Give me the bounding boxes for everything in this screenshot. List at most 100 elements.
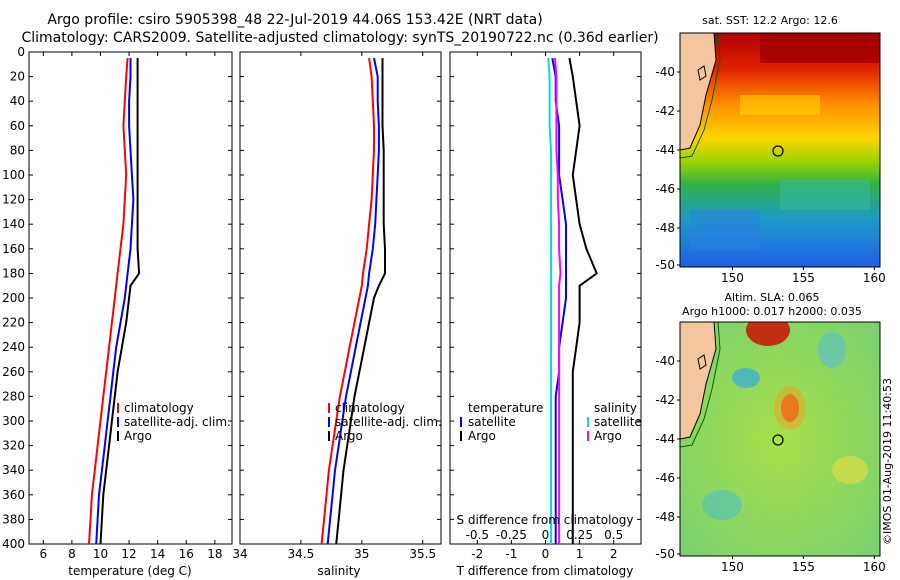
sdiff-tick-label: 0.25 <box>566 528 593 542</box>
difference-legend: temperature satellite Argo salinity sate… <box>460 401 642 443</box>
x-tick-label: 6 <box>39 547 47 561</box>
depth-tick-label: 400 <box>2 537 25 551</box>
lat-tick-label: -48 <box>655 510 675 524</box>
lat-tick-label: -50 <box>655 258 675 272</box>
x-tick-label: 34 <box>232 547 247 561</box>
lon-tick-label: 160 <box>863 560 886 574</box>
lat-tick-label: -42 <box>655 104 675 118</box>
sdiff-satellite-series <box>547 58 552 544</box>
header-line2: Climatology: CARS2009. Satellite-adjuste… <box>21 30 658 46</box>
temperature-series-2 <box>99 58 141 545</box>
lon-tick-label: 150 <box>721 560 744 574</box>
header-line1: Argo profile: csiro 5905398_48 22-Jul-20… <box>47 12 542 28</box>
lon-tick-label: 155 <box>792 560 815 574</box>
salinity-series-2 <box>335 58 386 545</box>
lat-tick-label: -50 <box>655 547 675 561</box>
lat-tick-label: -40 <box>655 354 675 368</box>
x-tick-label: 1 <box>576 547 584 561</box>
x-tick-label: 8 <box>68 547 76 561</box>
depth-tick-label: 380 <box>2 512 25 526</box>
depth-tick-label: 20 <box>10 70 25 84</box>
legend-temp-satellite: satellite <box>468 415 516 429</box>
depth-tick-label: 260 <box>2 365 25 379</box>
temperature-series-1 <box>95 58 135 545</box>
depth-tick-label: 40 <box>10 94 25 108</box>
legend-temp-argo: Argo <box>468 429 496 443</box>
lat-tick-label: -42 <box>655 393 675 407</box>
sla-map-axes: -40 -42 -44 -46 -48 -50 150 155 160 <box>655 354 885 574</box>
depth-tick-label: 160 <box>2 242 25 256</box>
depth-tick-label: 0 <box>17 45 25 59</box>
lat-tick-label: -44 <box>655 432 675 446</box>
depth-tick-label: 300 <box>2 414 25 428</box>
depth-tick-label: 200 <box>2 291 25 305</box>
sdiff-argo-series <box>554 58 562 544</box>
depth-tick-label: 140 <box>2 217 25 231</box>
sst-map-axes: -40 -42 -44 -46 -48 -50 150 155 160 <box>655 65 885 285</box>
sst-map <box>680 33 880 267</box>
sst-float-marker <box>772 145 784 157</box>
legend-salinity-heading: salinity <box>594 401 637 415</box>
lon-tick-label: 150 <box>721 271 744 285</box>
depth-tick-label: 60 <box>10 119 25 133</box>
x-tick-label: 34.5 <box>288 547 315 561</box>
salinity-xlabel: salinity <box>317 564 360 578</box>
tdiff-argo-series <box>568 57 598 544</box>
legend-climatology: climatology <box>335 401 405 415</box>
legend-satellite-adj: satellite-adj. clim. <box>335 415 442 429</box>
lat-tick-label: -48 <box>655 221 675 235</box>
lon-tick-label: 155 <box>792 271 815 285</box>
depth-tick-label: 280 <box>2 389 25 403</box>
x-tick-label: -1 <box>505 547 517 561</box>
x-tick-label: 0 <box>542 547 550 561</box>
sla-map <box>680 322 880 556</box>
sdiff-xlabel: S difference from climatology <box>457 513 634 527</box>
temperature-panel <box>28 51 233 545</box>
lat-tick-label: -44 <box>655 143 675 157</box>
legend-sal-satellite: satellite <box>594 415 642 429</box>
x-tick-label: -2 <box>471 547 483 561</box>
temperature-xlabel: temperature (deg C) <box>68 564 191 578</box>
depth-tick-label: 320 <box>2 439 25 453</box>
difference-panel <box>449 51 642 545</box>
sst-map-title: sat. SST: 12.2 Argo: 12.6 <box>702 14 838 27</box>
temperature-plot: 6 8 10 12 14 16 18 <box>39 52 222 561</box>
sla-map-title2: Argo h1000: 0.017 h2000: 0.035 <box>682 305 862 318</box>
depth-tick-label: 360 <box>2 488 25 502</box>
lon-tick-label: 160 <box>863 271 886 285</box>
salinity-series-1 <box>326 57 380 545</box>
depth-tick-label: 240 <box>2 340 25 354</box>
depth-tick-label: 120 <box>2 193 25 207</box>
legend-argo: Argo <box>124 429 152 443</box>
temperature-series-0 <box>88 58 129 545</box>
depth-tick-label: 340 <box>2 463 25 477</box>
legend-temperature-heading: temperature <box>468 401 543 415</box>
lat-tick-label: -46 <box>655 182 675 196</box>
tdiff-satellite-series <box>551 57 567 544</box>
legend-argo: Argo <box>335 429 363 443</box>
x-tick-label: 35.5 <box>409 547 436 561</box>
legend-climatology: climatology <box>124 401 194 415</box>
x-tick-label: 12 <box>121 547 136 561</box>
sdiff-tick-label: -0.25 <box>496 528 527 542</box>
sdiff-tick-label: 0 <box>542 528 550 542</box>
salinity-series-0 <box>320 57 375 545</box>
x-tick-label: 14 <box>150 547 165 561</box>
tdiff-xlabel: T difference from climatology <box>456 564 634 578</box>
salinity-legend: climatology satellite-adj. clim. Argo <box>328 401 442 443</box>
depth-tick-label: 100 <box>2 168 25 182</box>
x-tick-label: 2 <box>610 547 618 561</box>
lat-tick-label: -46 <box>655 471 675 485</box>
imos-credit: ©IMOS 01-Aug-2019 11:40:53 <box>881 378 894 545</box>
sdiff-tick-label: 0.5 <box>604 528 623 542</box>
sdiff-tick-label: -0.5 <box>466 528 489 542</box>
depth-tick-label: 80 <box>10 143 25 157</box>
lat-tick-label: -40 <box>655 65 675 79</box>
salinity-plot: 34 34.5 35 35.5 <box>232 52 436 561</box>
temperature-legend: climatology satellite-adj. clim. Argo <box>117 401 231 443</box>
salinity-panel <box>239 51 442 545</box>
legend-satellite-adj: satellite-adj. clim. <box>124 415 231 429</box>
legend-sal-argo: Argo <box>594 429 622 443</box>
x-tick-label: 18 <box>207 547 222 561</box>
